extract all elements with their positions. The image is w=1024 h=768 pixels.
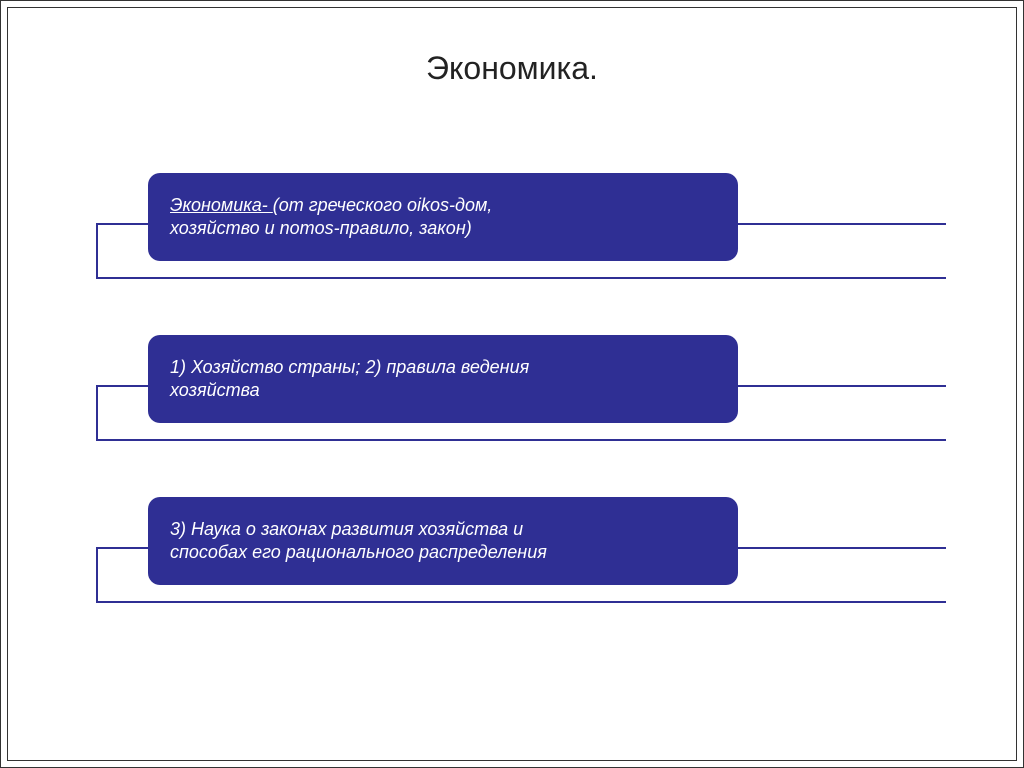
block-3-line1: 3) Наука о законах развития хозяйства и <box>170 518 718 541</box>
page-title: Экономика. <box>8 50 1016 87</box>
block-1-term: Экономика- <box>170 195 273 215</box>
block-3-line2: способах его рационального распределения <box>170 541 718 564</box>
outer-frame: Экономика. Экономика- (от греческого oik… <box>0 0 1024 768</box>
block-1-line1: Экономика- (от греческого oikos-дом, <box>170 194 718 217</box>
block-2-line2: хозяйства <box>170 379 718 402</box>
block-1-pill: Экономика- (от греческого oikos-дом, хоз… <box>148 173 738 261</box>
block-1: Экономика- (от греческого oikos-дом, хоз… <box>8 173 1016 303</box>
blocks-container: Экономика- (от греческого oikos-дом, хоз… <box>8 173 1016 659</box>
block-1-rest1: (от греческого oikos-дом, <box>273 195 493 215</box>
block-3: 3) Наука о законах развития хозяйства и … <box>8 497 1016 627</box>
block-1-line2: хозяйство и nomos-правило, закон) <box>170 217 718 240</box>
inner-frame: Экономика. Экономика- (от греческого oik… <box>7 7 1017 761</box>
block-3-pill: 3) Наука о законах развития хозяйства и … <box>148 497 738 585</box>
block-2-pill: 1) Хозяйство страны; 2) правила ведения … <box>148 335 738 423</box>
block-2: 1) Хозяйство страны; 2) правила ведения … <box>8 335 1016 465</box>
block-2-line1: 1) Хозяйство страны; 2) правила ведения <box>170 356 718 379</box>
